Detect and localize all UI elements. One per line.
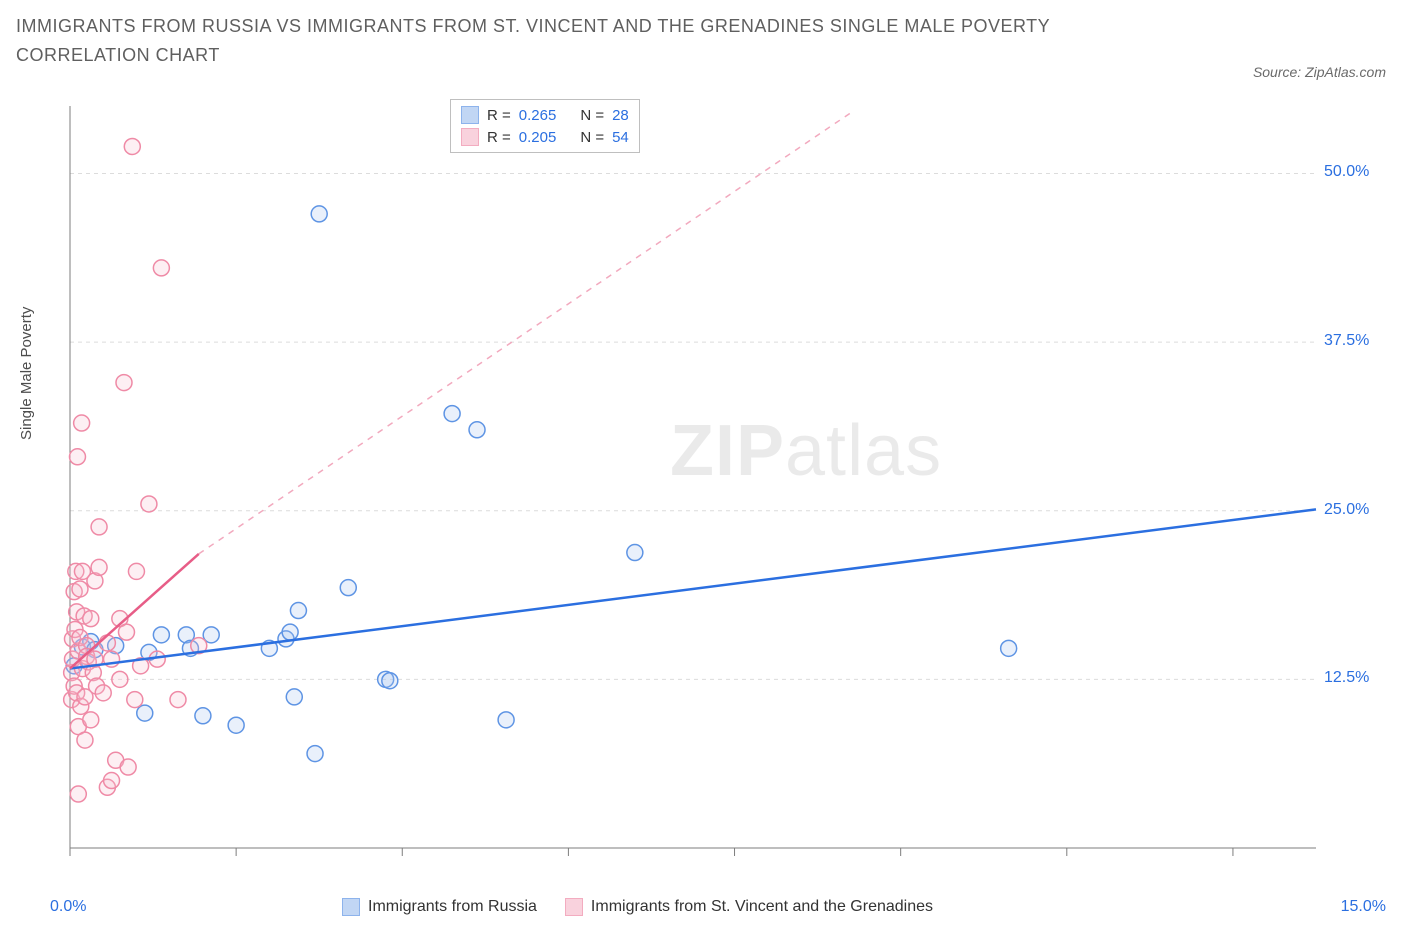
y-tick-label: 12.5% <box>1324 669 1369 687</box>
chart-title: IMMIGRANTS FROM RUSSIA VS IMMIGRANTS FRO… <box>16 12 1116 70</box>
legend-correlation: R = 0.265 N = 28 R = 0.205 N = 54 <box>450 99 640 153</box>
x-axis-end-label: 15.0% <box>1341 898 1386 916</box>
legend-item-russia: Immigrants from Russia <box>342 898 537 916</box>
legend-r-value: 0.205 <box>519 129 557 146</box>
legend-n-label: N = <box>580 107 604 124</box>
swatch-icon <box>342 898 360 916</box>
y-tick-label: 37.5% <box>1324 332 1369 350</box>
legend-row-russia: R = 0.265 N = 28 <box>461 104 629 126</box>
legend-r-value: 0.265 <box>519 107 557 124</box>
legend-n-value: 28 <box>612 107 629 124</box>
swatch-icon <box>461 128 479 146</box>
legend-series: Immigrants from Russia Immigrants from St… <box>342 898 933 916</box>
legend-item-label: Immigrants from Russia <box>368 898 537 916</box>
y-axis-label: Single Male Poverty <box>18 307 35 440</box>
scatter-plot <box>60 98 1376 868</box>
y-tick-label: 50.0% <box>1324 163 1369 181</box>
y-tick-label: 25.0% <box>1324 501 1369 519</box>
legend-row-svg_nation: R = 0.205 N = 54 <box>461 126 629 148</box>
swatch-icon <box>565 898 583 916</box>
swatch-icon <box>461 106 479 124</box>
legend-r-label: R = <box>487 107 511 124</box>
legend-item-label: Immigrants from St. Vincent and the Gren… <box>591 898 933 916</box>
legend-n-value: 54 <box>612 129 629 146</box>
x-axis-start-label: 0.0% <box>50 898 86 916</box>
legend-n-label: N = <box>580 129 604 146</box>
source-label: Source: ZipAtlas.com <box>1253 64 1386 80</box>
legend-item-svg_nation: Immigrants from St. Vincent and the Gren… <box>565 898 933 916</box>
legend-r-label: R = <box>487 129 511 146</box>
